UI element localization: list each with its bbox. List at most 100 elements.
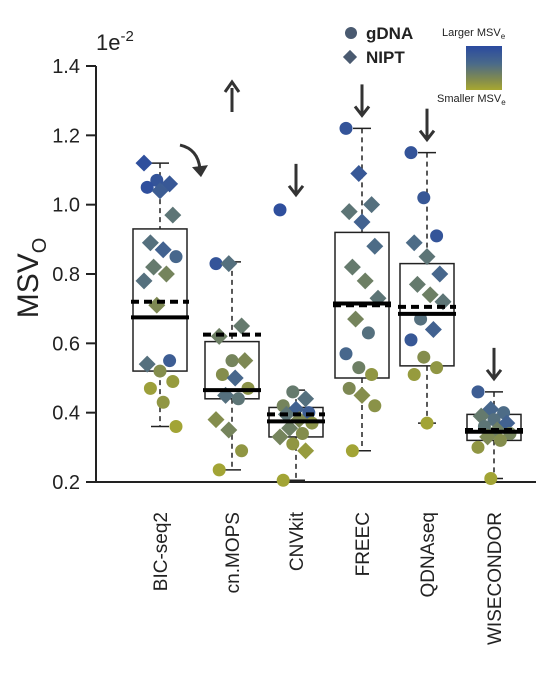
point-nipt — [353, 386, 371, 404]
curved-arrow-head — [192, 165, 208, 178]
point-gdna — [235, 444, 249, 458]
point-nipt — [363, 196, 381, 214]
point-nipt — [145, 258, 163, 276]
whiskers — [151, 127, 503, 482]
point-gdna — [225, 354, 239, 368]
point-gdna — [365, 368, 379, 382]
down-arrow-head — [287, 184, 305, 198]
data-points — [135, 121, 517, 487]
point-nipt — [340, 203, 358, 221]
point-nipt — [424, 320, 442, 338]
point-nipt — [148, 296, 166, 314]
point-gdna — [417, 350, 431, 364]
colorbar-bottom-label: Smaller MSVe — [437, 93, 506, 107]
point-gdna — [484, 472, 498, 486]
y-tick-label: 0.2 — [52, 472, 80, 494]
point-nipt — [297, 442, 315, 460]
point-gdna — [153, 364, 167, 378]
x-category-label: WISECONDOR — [485, 512, 506, 645]
y-axis-title: MSVO — [12, 238, 51, 319]
y-tick-label: 1.2 — [52, 125, 80, 147]
point-gdna — [471, 385, 485, 399]
point-gdna — [156, 395, 170, 409]
point-nipt — [207, 411, 225, 429]
point-nipt — [405, 234, 423, 252]
down-arrow-head — [485, 368, 503, 382]
point-gdna — [345, 444, 359, 458]
legend-gdna-label: gDNA — [366, 24, 413, 43]
point-nipt — [356, 272, 374, 290]
point-gdna — [352, 361, 366, 375]
point-gdna — [286, 437, 300, 451]
y-ticks: 0.2 0.4 0.6 0.8 1.0 1.2 1.4 — [52, 56, 96, 494]
point-gdna — [339, 121, 353, 135]
point-nipt — [343, 258, 361, 276]
point-gdna — [273, 203, 287, 217]
point-nipt — [408, 275, 426, 293]
point-gdna — [166, 374, 180, 388]
point-gdna — [404, 333, 418, 347]
point-gdna — [212, 463, 226, 477]
x-category-label: CNVkit — [287, 511, 308, 571]
point-nipt — [154, 241, 172, 259]
point-nipt — [281, 419, 299, 437]
point-gdna — [420, 416, 434, 430]
y-tick-label: 0.4 — [52, 403, 80, 425]
x-category-label: FREEC — [353, 512, 374, 576]
point-gdna — [286, 385, 300, 399]
point-gdna — [169, 420, 183, 434]
point-gdna — [407, 368, 421, 382]
point-nipt — [353, 213, 371, 231]
annotation-arrows — [179, 79, 503, 382]
colorbar — [466, 46, 502, 90]
curved-arrow — [179, 143, 202, 170]
legend-gdna-marker — [345, 27, 357, 39]
point-nipt — [164, 206, 182, 224]
point-gdna — [339, 347, 353, 361]
point-gdna — [140, 180, 154, 194]
point-gdna — [368, 399, 382, 413]
point-nipt — [226, 369, 244, 387]
point-nipt — [141, 234, 159, 252]
point-gdna — [295, 426, 309, 440]
point-nipt — [157, 265, 175, 283]
point-nipt — [431, 265, 449, 283]
point-gdna — [231, 392, 245, 406]
up-arrow-head — [223, 79, 241, 93]
down-arrow-head — [353, 105, 371, 118]
x-category-label: QDNAseq — [418, 512, 439, 598]
point-nipt — [233, 317, 251, 335]
point-nipt — [220, 421, 238, 439]
point-nipt — [135, 272, 153, 290]
x-category-labels: BIC-seq2 cn.MOPS CNVkit FREEC QDNAseq WISECON… — [151, 511, 506, 645]
point-gdna — [169, 250, 183, 264]
x-category-label: BIC-seq2 — [151, 512, 172, 591]
point-gdna — [430, 361, 444, 375]
point-nipt — [297, 390, 315, 408]
point-nipt — [418, 248, 436, 266]
point-nipt — [135, 154, 153, 172]
point-nipt — [138, 355, 156, 373]
point-gdna — [209, 257, 223, 271]
point-nipt — [236, 352, 254, 370]
point-gdna — [163, 354, 177, 368]
y-exponent-label: 1e-2 — [96, 28, 134, 55]
down-arrow-head — [418, 129, 436, 143]
point-nipt — [366, 237, 384, 255]
point-gdna — [471, 440, 485, 454]
y-tick-label: 1.4 — [52, 56, 80, 78]
legend-nipt-marker — [342, 49, 358, 65]
point-nipt — [347, 310, 365, 328]
point-nipt — [271, 428, 289, 446]
point-gdna — [215, 368, 229, 382]
boxes — [132, 228, 522, 442]
point-gdna — [404, 146, 418, 160]
point-gdna — [493, 433, 507, 447]
point-gdna — [361, 326, 375, 340]
point-gdna — [430, 229, 444, 243]
legend: gDNA NIPT Larger MSVe Smaller MSVe — [342, 24, 506, 107]
x-category-label: cn.MOPS — [223, 512, 244, 593]
median-mean-lines — [131, 299, 523, 434]
y-tick-label: 0.8 — [52, 264, 80, 286]
